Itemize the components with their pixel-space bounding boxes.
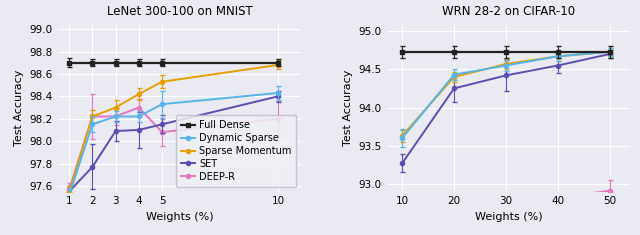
Title: LeNet 300-100 on MNIST: LeNet 300-100 on MNIST [107,5,252,18]
X-axis label: Weights (%): Weights (%) [146,212,213,222]
Y-axis label: Test Accuracy: Test Accuracy [14,69,24,146]
Y-axis label: Test Accuracy: Test Accuracy [343,69,353,146]
Legend: Full Dense, Dynamic Sparse, Sparse Momentum, SET, DEEP-R: Full Dense, Dynamic Sparse, Sparse Momen… [176,115,296,187]
X-axis label: Weights (%): Weights (%) [475,212,542,222]
Title: WRN 28-2 on CIFAR-10: WRN 28-2 on CIFAR-10 [442,5,575,18]
